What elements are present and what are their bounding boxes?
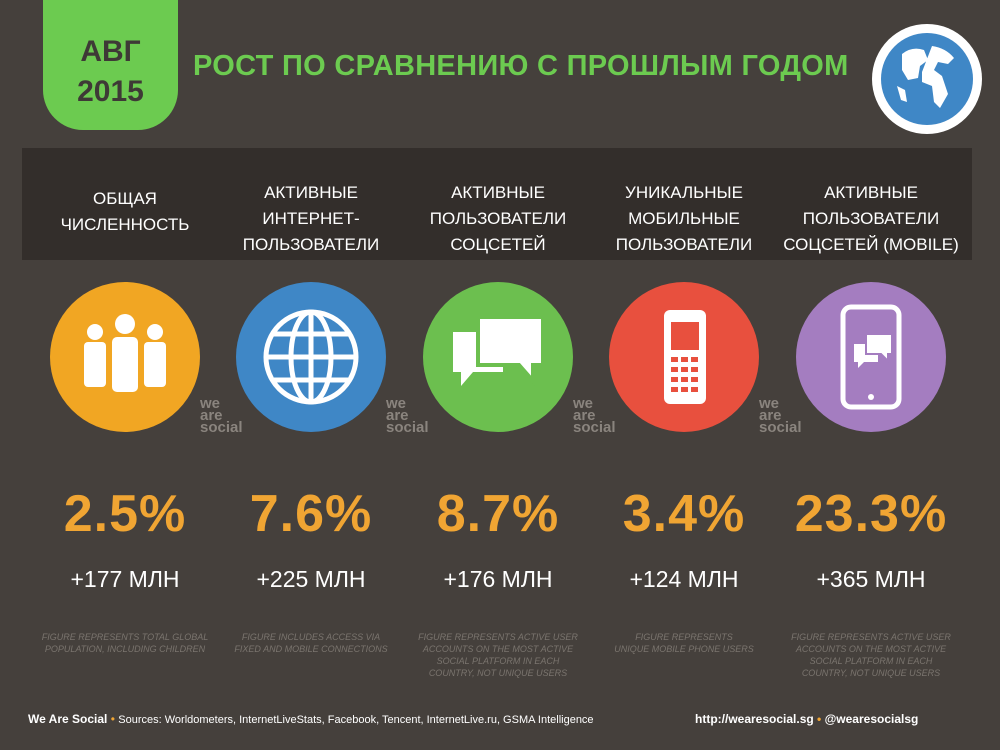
mobile-phone-icon [609, 282, 759, 432]
header-line: СОЦСЕТЕЙ (MOBILE) [783, 235, 959, 254]
watermark-logo: we are social [200, 395, 243, 436]
footnote: FIGURE REPRESENTS ACTIVE USER ACCOUNTS ON… [778, 631, 964, 679]
footer-handle[interactable]: @wearesocialsg [824, 712, 919, 726]
header-line: ИНТЕРНЕТ- [262, 209, 360, 228]
growth-absolute: +225 МЛН [256, 566, 366, 592]
header-line: УНИКАЛЬНЫЕ [625, 183, 743, 202]
growth-percent: 7.6% [249, 485, 373, 543]
header-line: ПОЛЬЗОВАТЕЛИ [802, 209, 940, 228]
growth-percent: 23.3% [794, 485, 948, 543]
footnote-line: FIGURE REPRESENTS ACTIVE USER [791, 632, 951, 642]
growth-absolute: +365 МЛН [816, 566, 926, 592]
header-line: ОБЩАЯ [93, 189, 157, 208]
header-line: СОЦСЕТЕЙ [450, 235, 546, 254]
footnote-line: FIGURE REPRESENTS ACTIVE USER [418, 632, 578, 642]
header-line: ПОЛЬЗОВАТЕЛИ [615, 235, 753, 254]
growth-absolute: +177 МЛН [70, 566, 180, 592]
separator-dot: • [817, 712, 822, 726]
footer-brand: We Are Social [28, 712, 108, 726]
header-line: АКТИВНЫЕ [451, 183, 545, 202]
footnote-line: COUNTRY, NOT UNIQUE USERS [428, 668, 568, 678]
header-line: АКТИВНЫЕ [264, 183, 358, 202]
footnote-line: FIXED AND MOBILE CONNECTIONS [234, 644, 388, 654]
footnote-line: COUNTRY, NOT UNIQUE USERS [801, 668, 941, 678]
footer-left: We Are Social • Sources: Worldometers, I… [28, 712, 594, 726]
world-globe-icon [872, 24, 982, 134]
footnote-line: POPULATION, INCLUDING CHILDREN [44, 644, 206, 654]
smartphone-chat-icon [796, 282, 946, 432]
footnote-line: SOCIAL PLATFORM IN EACH [436, 656, 560, 666]
column-header: УНИКАЛЬНЫЕ МОБИЛЬНЫЕ ПОЛЬЗОВАТЕЛИ [591, 180, 777, 258]
column-header: АКТИВНЫЕ ПОЛЬЗОВАТЕЛИ СОЦСЕТЕЙ (MOBILE) [778, 180, 964, 258]
footnote: FIGURE REPRESENTS TOTAL GLOBAL POPULATION… [32, 631, 218, 655]
footnote: FIGURE REPRESENTS UNIQUE MOBILE PHONE USE… [591, 631, 777, 655]
page-title: РОСТ ПО СРАВНЕНИЮ С ПРОШЛЫМ ГОДОМ [193, 50, 849, 82]
growth-absolute: +176 МЛН [443, 566, 553, 592]
header-line: АКТИВНЫЕ [824, 183, 918, 202]
date-badge: АВГ 2015 [43, 0, 178, 130]
footnote-line: ACCOUNTS ON THE MOST ACTIVE [422, 644, 574, 654]
growth-percent: 3.4% [622, 485, 746, 543]
header-band [22, 148, 972, 260]
header-line: ПОЛЬЗОВАТЕЛИ [429, 209, 567, 228]
chat-bubbles-icon [423, 282, 573, 432]
footnote-line: FIGURE REPRESENTS TOTAL GLOBAL [41, 632, 209, 642]
globe-grid-icon [236, 282, 386, 432]
footer-sources: Sources: Worldometers, InternetLiveStats… [118, 714, 594, 726]
separator-dot: • [110, 712, 115, 726]
growth-percent: 8.7% [436, 485, 560, 543]
watermark-logo: we are social [573, 395, 616, 436]
header-line: МОБИЛЬНЫЕ [628, 209, 740, 228]
footnote: FIGURE REPRESENTS ACTIVE USER ACCOUNTS ON… [405, 631, 591, 679]
watermark-logo: we are social [386, 395, 429, 436]
footnote-line: SOCIAL PLATFORM IN EACH [809, 656, 933, 666]
badge-year: 2015 [77, 75, 144, 108]
footnote-line: UNIQUE MOBILE PHONE USERS [614, 644, 754, 654]
column-header: ОБЩАЯ ЧИСЛЕННОСТЬ [32, 186, 218, 238]
footer-right: http://wearesocial.sg • @wearesocialsg [695, 712, 918, 726]
watermark-logo: we are social [759, 395, 802, 436]
column-header: АКТИВНЫЕ ПОЛЬЗОВАТЕЛИ СОЦСЕТЕЙ [405, 180, 591, 258]
badge-month: АВГ [80, 35, 141, 68]
header-line: ПОЛЬЗОВАТЕЛИ [242, 235, 380, 254]
footnote-line: ACCOUNTS ON THE MOST ACTIVE [795, 644, 947, 654]
footnote-line: FIGURE REPRESENTS [635, 632, 733, 642]
footer-url[interactable]: http://wearesocial.sg [695, 712, 814, 726]
footnote: FIGURE INCLUDES ACCESS VIA FIXED AND MOBI… [218, 631, 404, 655]
header-line: ЧИСЛЕННОСТЬ [60, 215, 190, 234]
column-header: АКТИВНЫЕ ИНТЕРНЕТ- ПОЛЬЗОВАТЕЛИ [218, 180, 404, 258]
growth-percent: 2.5% [63, 485, 187, 543]
footnote-line: FIGURE INCLUDES ACCESS VIA [241, 632, 381, 642]
people-icon [50, 282, 200, 432]
growth-absolute: +124 МЛН [629, 566, 739, 592]
